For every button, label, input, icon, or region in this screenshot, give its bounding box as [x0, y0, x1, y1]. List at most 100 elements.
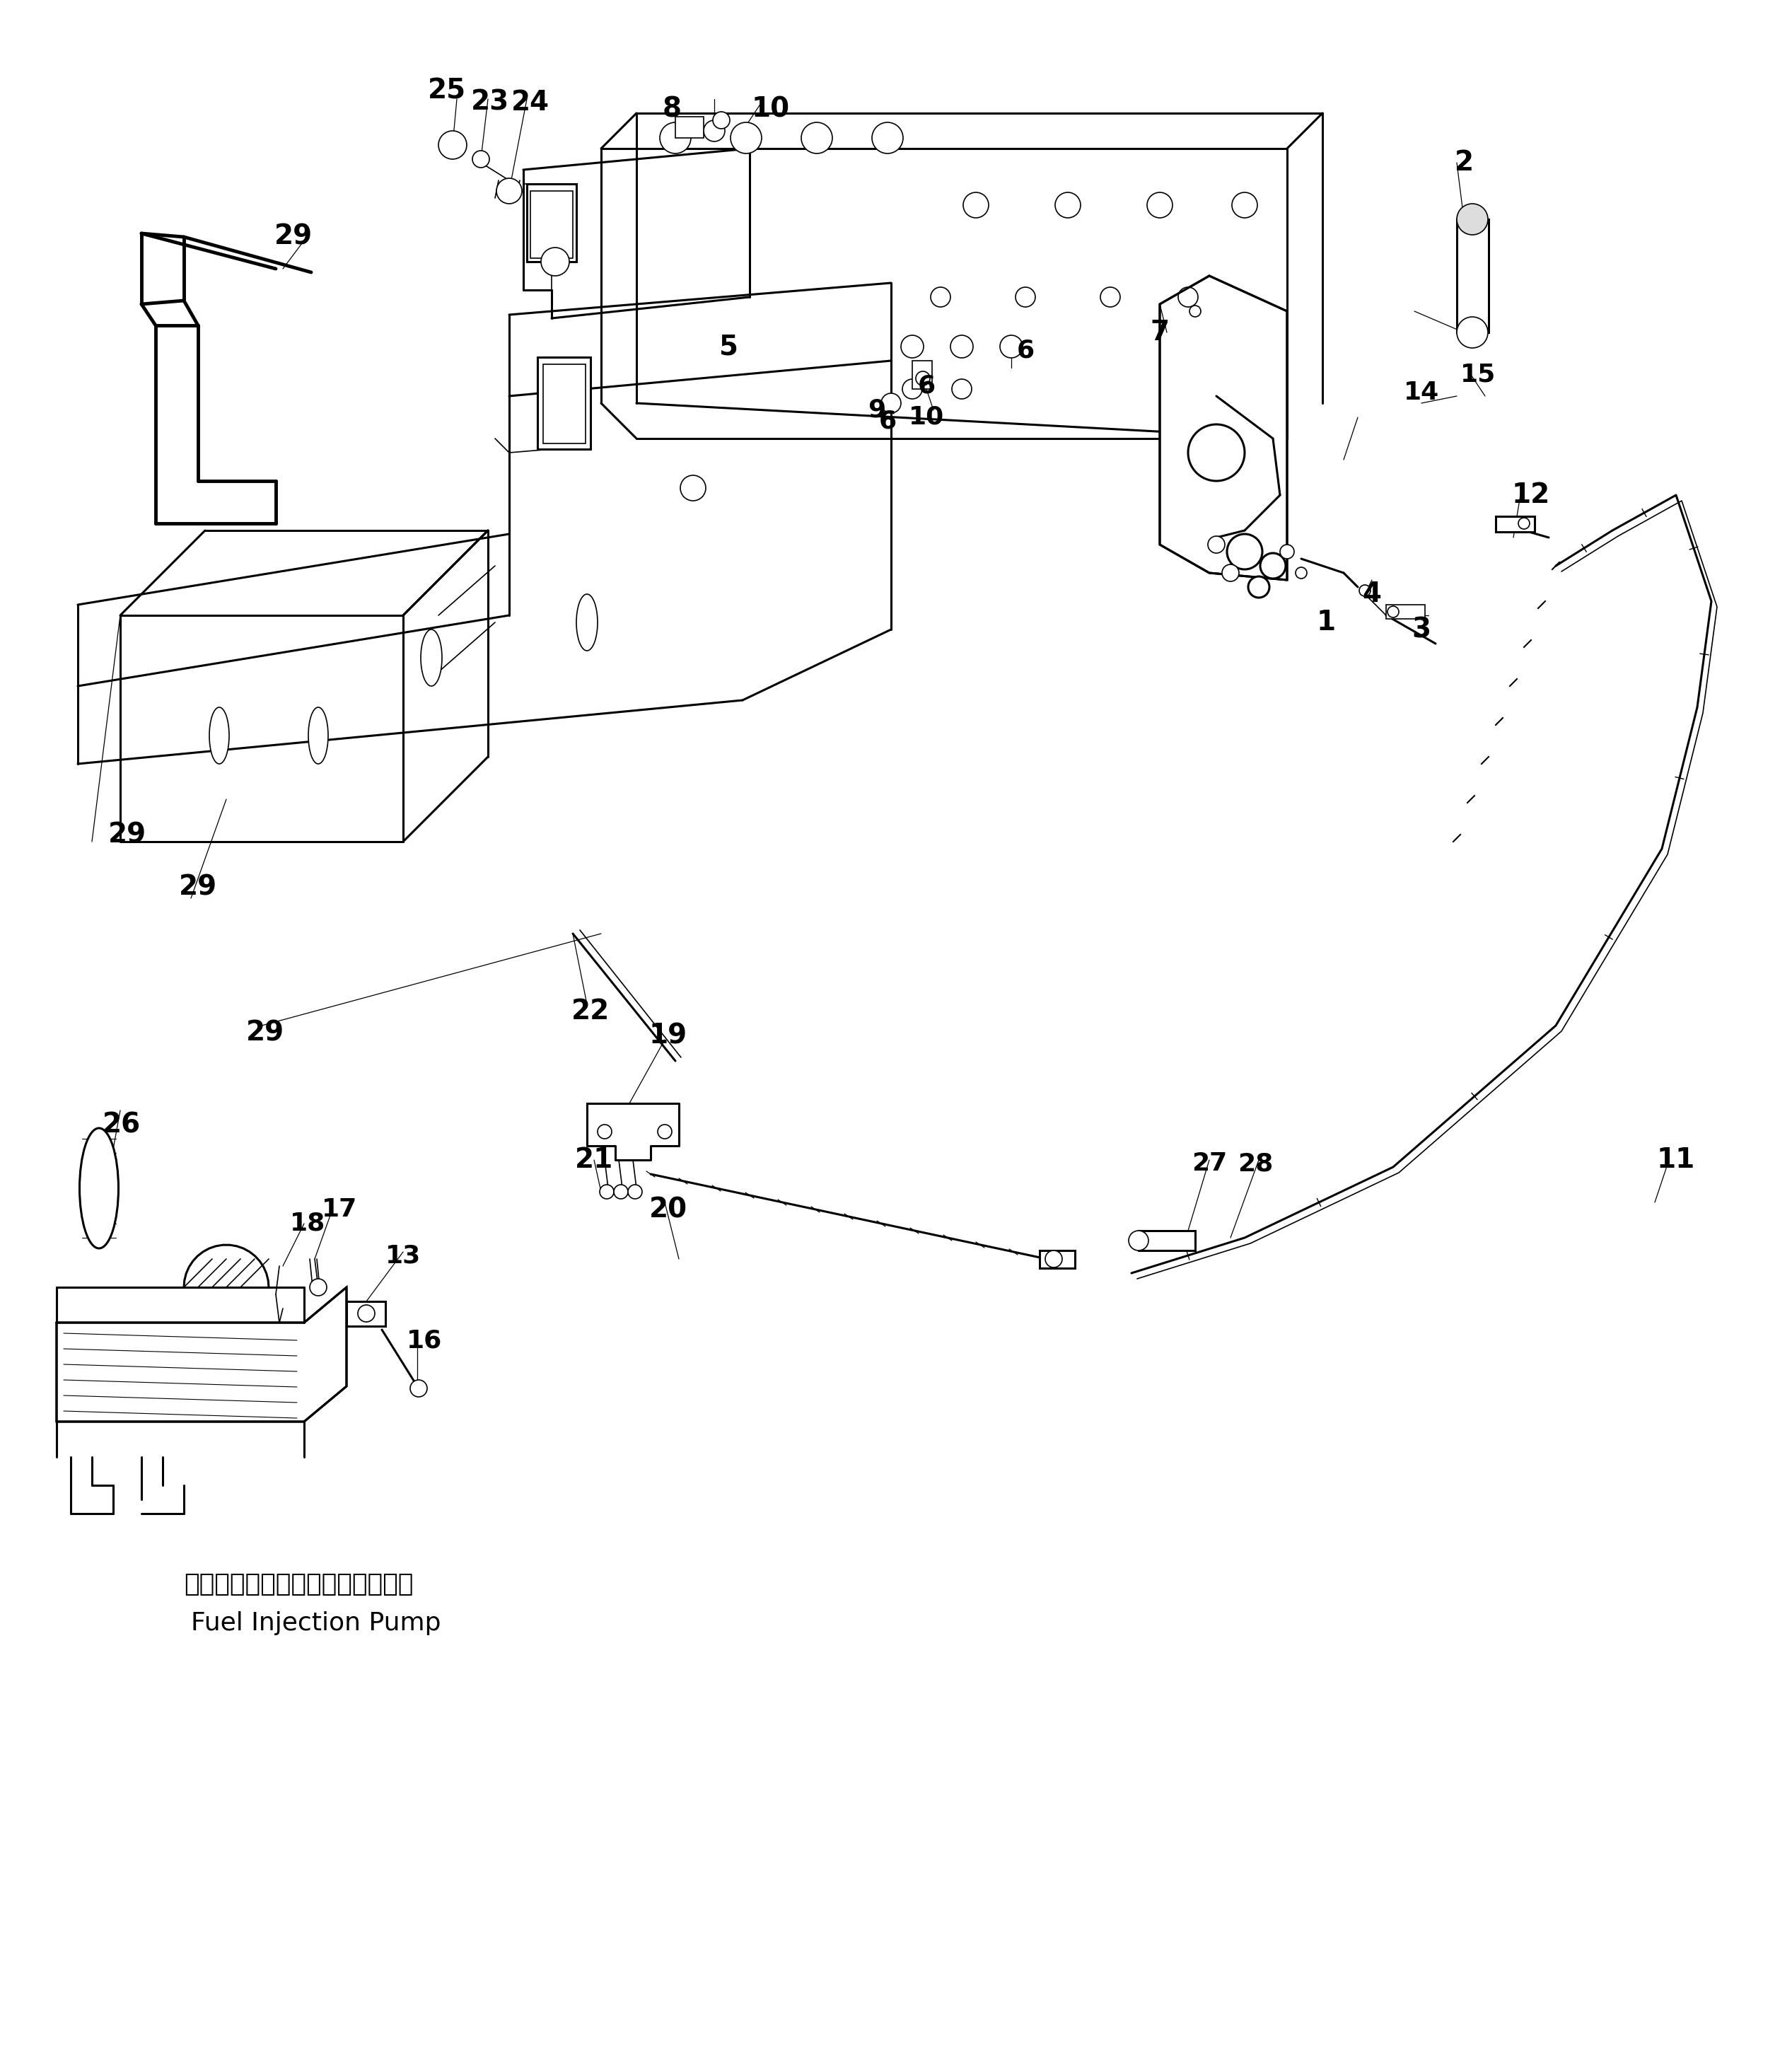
- Text: 29: 29: [246, 1018, 285, 1047]
- Circle shape: [1208, 537, 1226, 553]
- Circle shape: [952, 379, 971, 400]
- Circle shape: [1190, 305, 1201, 318]
- Circle shape: [627, 1184, 642, 1199]
- Text: 22: 22: [572, 998, 609, 1024]
- Circle shape: [903, 379, 923, 400]
- Text: 25: 25: [428, 78, 466, 104]
- Circle shape: [1147, 193, 1172, 217]
- Circle shape: [1177, 287, 1199, 307]
- Circle shape: [1016, 287, 1036, 307]
- Circle shape: [1188, 424, 1245, 482]
- Polygon shape: [57, 1287, 346, 1422]
- Ellipse shape: [79, 1129, 118, 1248]
- Text: 28: 28: [1238, 1152, 1272, 1176]
- Text: 17: 17: [323, 1197, 357, 1221]
- Text: 27: 27: [1192, 1152, 1228, 1176]
- Text: 21: 21: [575, 1147, 613, 1174]
- Circle shape: [916, 371, 930, 385]
- Circle shape: [1055, 193, 1081, 217]
- Text: 15: 15: [1460, 363, 1496, 387]
- Text: 23: 23: [471, 88, 509, 117]
- Text: 4: 4: [1362, 580, 1382, 609]
- Circle shape: [615, 1184, 627, 1199]
- Circle shape: [1296, 568, 1306, 578]
- Text: 16: 16: [407, 1328, 443, 1352]
- Bar: [676, 117, 704, 137]
- Circle shape: [1260, 553, 1285, 578]
- Polygon shape: [1159, 277, 1287, 580]
- Text: 1: 1: [1317, 609, 1335, 635]
- Bar: [530, 191, 573, 258]
- Circle shape: [658, 1125, 672, 1139]
- Circle shape: [600, 1184, 615, 1199]
- Text: 5: 5: [719, 334, 738, 361]
- Text: 12: 12: [1512, 482, 1550, 508]
- Bar: [1457, 219, 1489, 332]
- Text: 20: 20: [649, 1197, 688, 1223]
- Text: 7: 7: [1150, 320, 1170, 346]
- Circle shape: [410, 1379, 426, 1397]
- Bar: [527, 184, 577, 262]
- Circle shape: [801, 123, 831, 154]
- Circle shape: [1387, 607, 1400, 617]
- Text: 6: 6: [1016, 338, 1034, 363]
- Text: 14: 14: [1403, 381, 1439, 404]
- Ellipse shape: [577, 594, 597, 652]
- Circle shape: [597, 1125, 611, 1139]
- Circle shape: [1045, 1250, 1063, 1268]
- Circle shape: [930, 287, 950, 307]
- Text: 18: 18: [290, 1211, 326, 1236]
- Text: 2: 2: [1455, 150, 1473, 176]
- Text: 13: 13: [385, 1244, 421, 1268]
- Circle shape: [1100, 287, 1120, 307]
- Text: 29: 29: [179, 875, 217, 902]
- Text: 6: 6: [918, 373, 935, 398]
- Circle shape: [1457, 318, 1487, 348]
- Circle shape: [659, 123, 692, 154]
- Text: 3: 3: [1412, 617, 1432, 643]
- Circle shape: [1231, 193, 1258, 217]
- Circle shape: [1518, 518, 1530, 529]
- Text: 11: 11: [1658, 1147, 1695, 1174]
- Text: 8: 8: [663, 96, 681, 123]
- Bar: [912, 361, 932, 389]
- Circle shape: [473, 152, 489, 168]
- Circle shape: [1457, 203, 1487, 236]
- Ellipse shape: [421, 629, 443, 686]
- Circle shape: [1129, 1231, 1149, 1250]
- Circle shape: [1249, 576, 1269, 598]
- Circle shape: [731, 123, 762, 154]
- Circle shape: [704, 121, 724, 141]
- Text: フェエルインジェクションポンプ: フェエルインジェクションポンプ: [185, 1572, 414, 1596]
- Circle shape: [1000, 336, 1023, 359]
- Text: 29: 29: [108, 822, 147, 848]
- Text: 24: 24: [511, 88, 550, 117]
- Text: 9: 9: [867, 398, 885, 422]
- Text: 29: 29: [274, 223, 312, 250]
- Text: 26: 26: [102, 1111, 142, 1137]
- Circle shape: [1358, 584, 1371, 596]
- Bar: [1039, 1250, 1075, 1268]
- Circle shape: [950, 336, 973, 359]
- Text: 10: 10: [909, 406, 944, 430]
- Circle shape: [713, 113, 729, 129]
- Circle shape: [439, 131, 466, 160]
- Text: Fuel Injection Pump: Fuel Injection Pump: [192, 1611, 441, 1635]
- Bar: [1496, 516, 1534, 533]
- Text: 19: 19: [649, 1022, 688, 1049]
- Circle shape: [358, 1305, 375, 1322]
- Ellipse shape: [210, 707, 229, 764]
- Circle shape: [901, 336, 923, 359]
- Bar: [543, 365, 586, 443]
- Circle shape: [1228, 535, 1262, 570]
- Circle shape: [1222, 563, 1238, 582]
- Circle shape: [873, 123, 903, 154]
- Circle shape: [310, 1279, 326, 1295]
- Circle shape: [1279, 545, 1294, 559]
- Bar: [1138, 1231, 1195, 1250]
- Circle shape: [681, 475, 706, 500]
- Circle shape: [496, 178, 521, 203]
- Text: 10: 10: [751, 96, 790, 123]
- Bar: [346, 1301, 385, 1326]
- Circle shape: [541, 248, 570, 277]
